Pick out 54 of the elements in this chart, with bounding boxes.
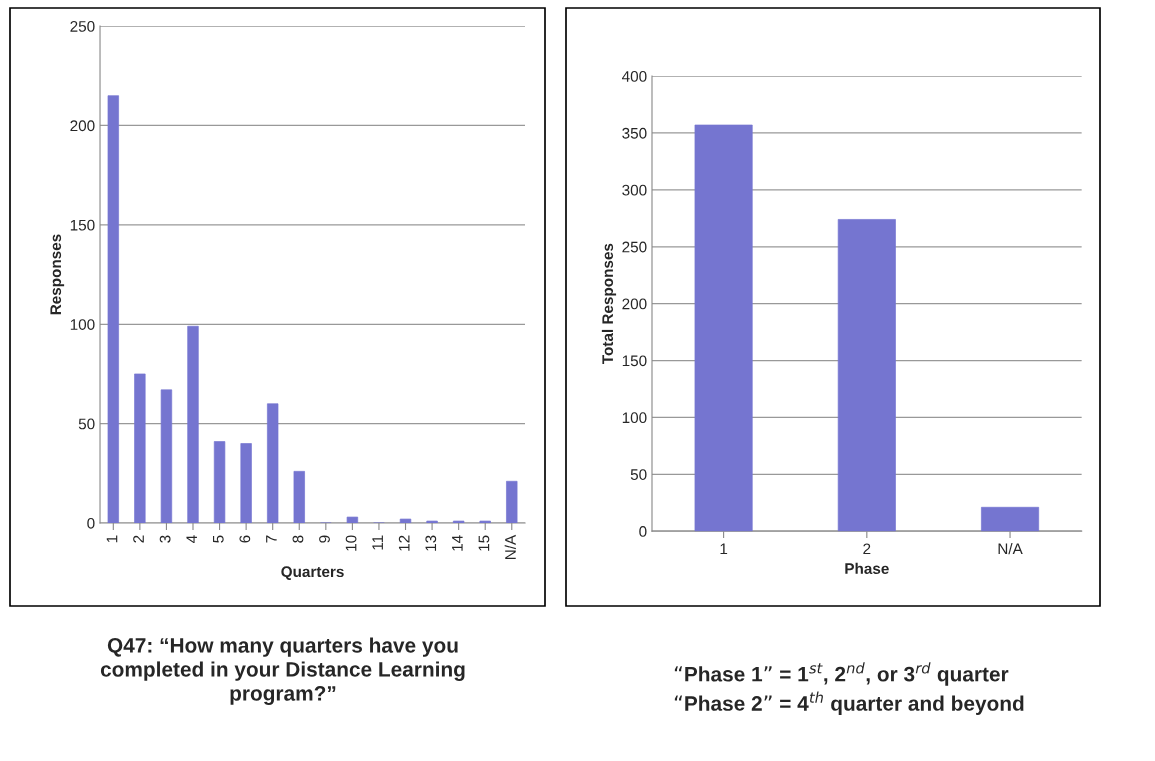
x-tick-label: 10 <box>345 535 357 551</box>
x-tick-label: 5 <box>213 535 224 543</box>
x-tick-label: 2 <box>863 543 871 555</box>
y-axis-title: Total Responses <box>601 243 617 365</box>
bar <box>240 443 252 524</box>
bar <box>694 124 753 532</box>
x-tick-label: 12 <box>398 535 410 551</box>
y-tick-label: 50 <box>78 418 95 430</box>
bar <box>134 373 146 524</box>
x-tick-label: 8 <box>292 535 304 543</box>
x-tick-label: 4 <box>186 535 197 543</box>
bar <box>293 471 305 524</box>
y-tick-label: 50 <box>630 469 647 480</box>
text: Q47: “How many quarters have you completed in your Distance Learning program?” <box>100 637 465 705</box>
x-tick-label: 1 <box>106 535 118 543</box>
x-tick-label: 6 <box>239 535 251 543</box>
y-tick-label: 100 <box>622 412 647 424</box>
y-tick-label: 100 <box>70 319 95 330</box>
y-tick-label: 150 <box>70 219 95 231</box>
x-tick-label: 9 <box>319 535 330 543</box>
x-tick-label: 15 <box>478 535 490 551</box>
y-tick-label: 250 <box>70 20 95 32</box>
bar <box>506 480 518 524</box>
x-tick-label: N/A <box>504 534 516 560</box>
x-axis-title: Quarters <box>281 566 344 580</box>
y-tick-label: 400 <box>622 70 647 82</box>
x-tick-label: N/A <box>998 542 1023 555</box>
y-axis-title: Responses <box>50 234 65 315</box>
bar <box>837 219 896 532</box>
x-tick-label: 3 <box>159 535 171 543</box>
y-tick-label: 0 <box>87 517 95 529</box>
text: “Phase 1” = 1$^{st}$, 2$^{nd}$, or 3$^{rd}$ quarter “Phase 2” = 4$^{th}$ quarter and beyond <box>674 662 1024 715</box>
bar <box>213 441 226 524</box>
y-tick-label: 200 <box>70 120 95 132</box>
y-tick-label: 150 <box>622 355 647 367</box>
x-tick-label: 13 <box>425 535 437 551</box>
y-tick-label: 350 <box>622 127 647 139</box>
y-tick-label: 200 <box>622 298 647 310</box>
bar <box>399 518 412 524</box>
x-tick-label: 1 <box>720 543 728 555</box>
bar <box>160 389 173 524</box>
bar <box>187 325 199 524</box>
bar <box>346 516 359 524</box>
x-tick-label: 2 <box>133 535 144 543</box>
bar <box>107 95 119 524</box>
x-tick-label: 7 <box>266 535 277 543</box>
x-tick-label: 11 <box>372 535 383 550</box>
bar <box>981 506 1040 532</box>
x-axis-title: Phase <box>845 562 889 574</box>
bar <box>267 403 279 524</box>
y-tick-label: 0 <box>639 526 647 537</box>
y-tick-label: 300 <box>622 184 647 196</box>
y-tick-label: 250 <box>622 241 647 253</box>
x-tick-label: 14 <box>452 535 463 551</box>
